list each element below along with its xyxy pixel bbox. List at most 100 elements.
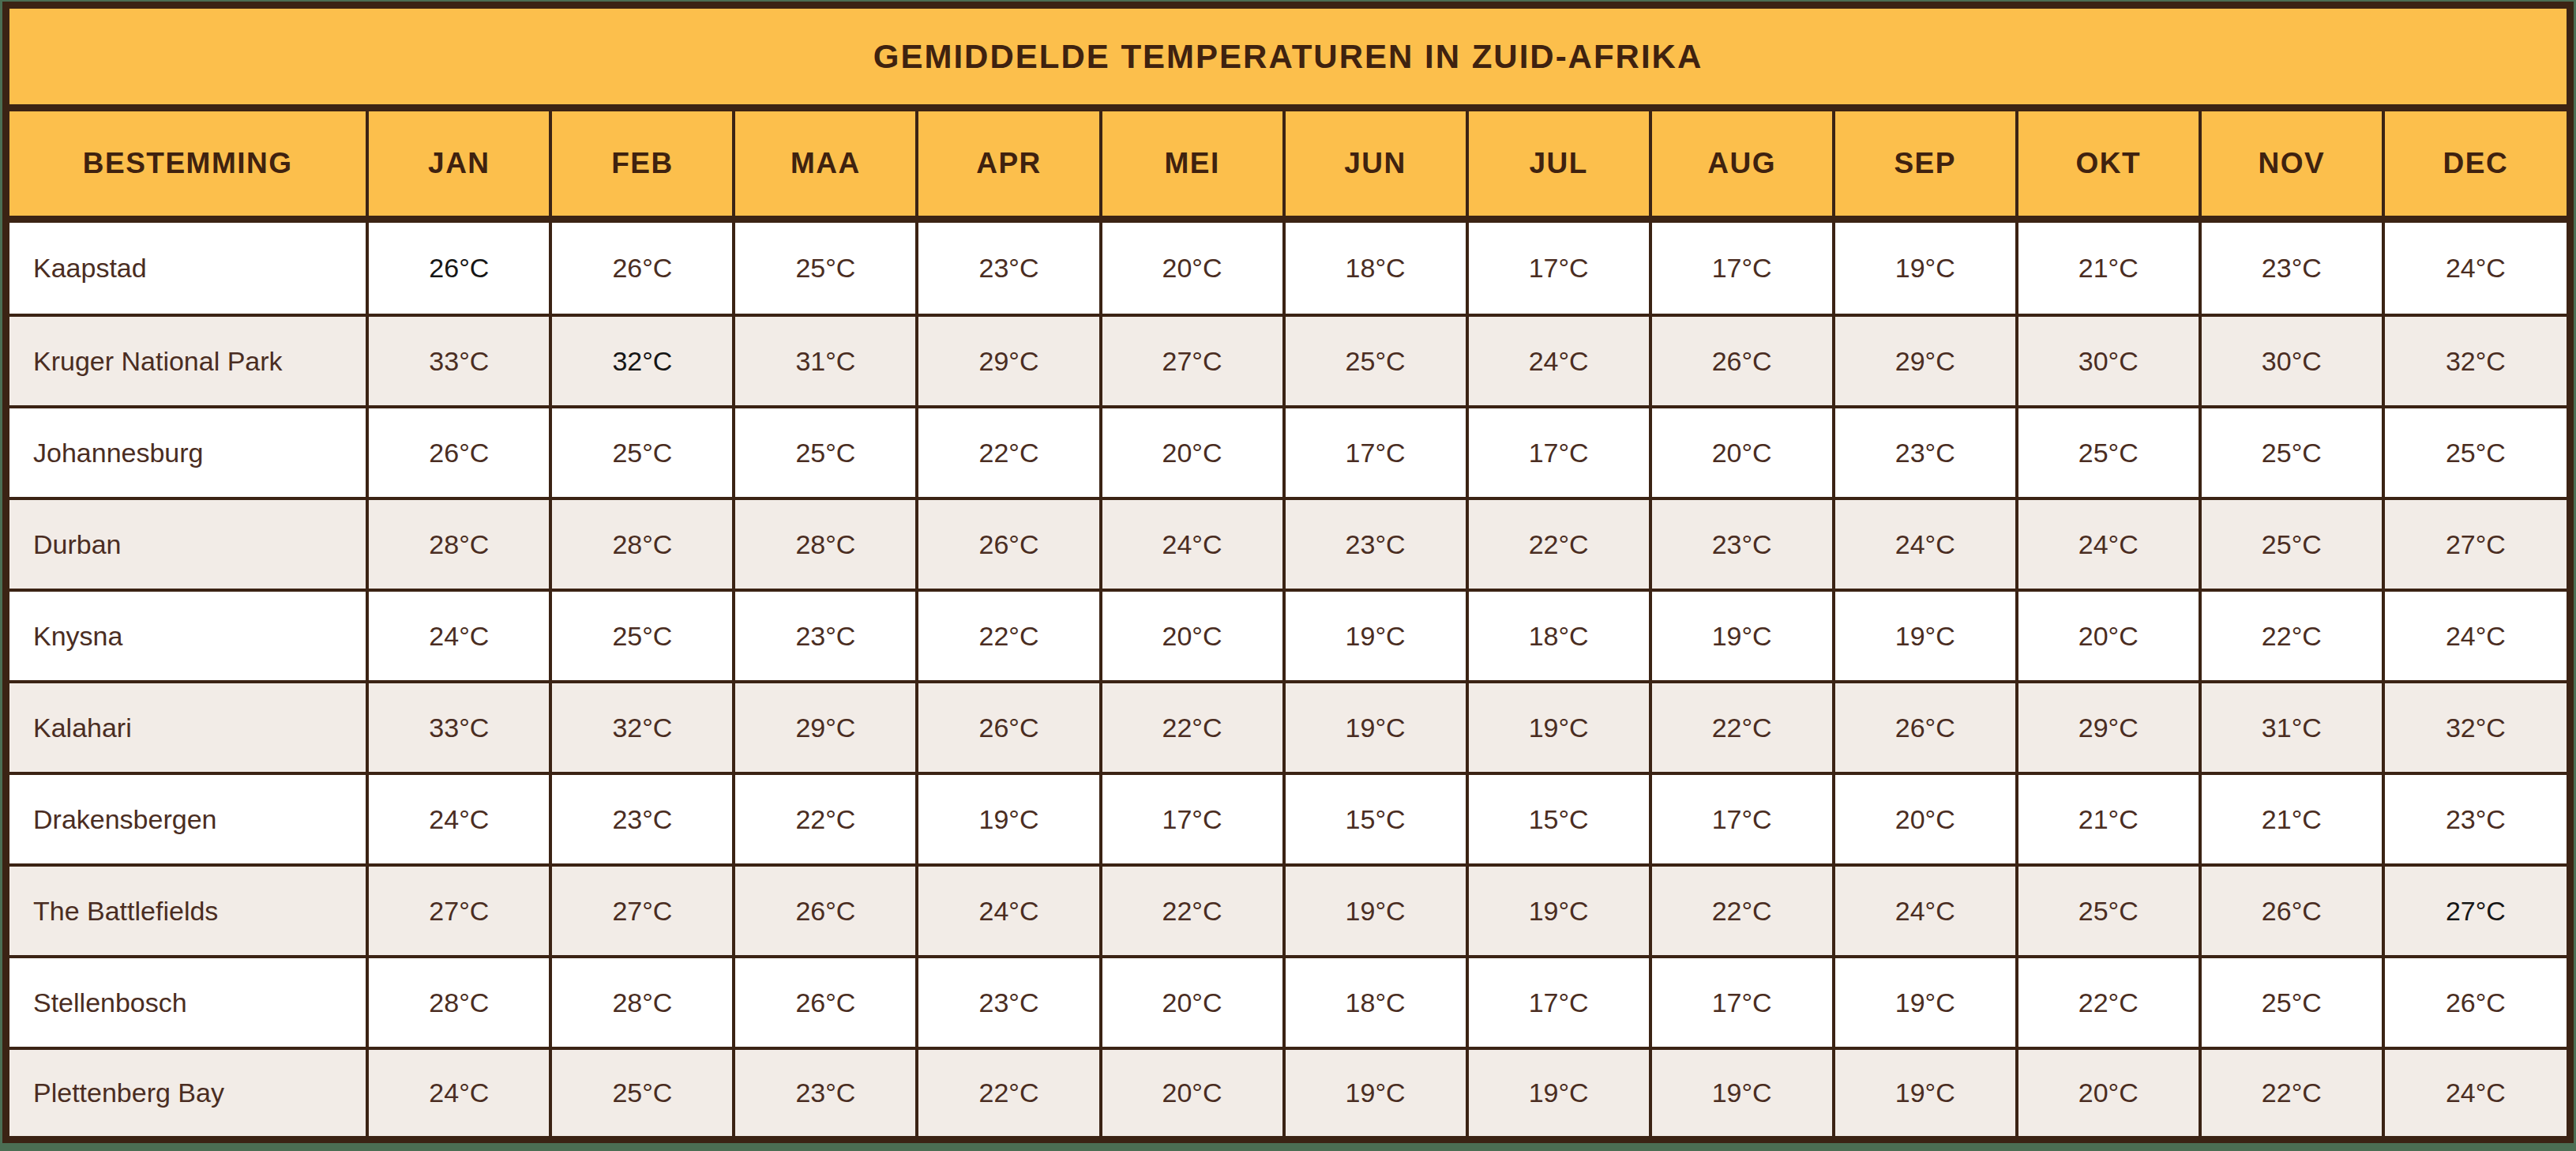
temperature-cell: 17°C (1467, 957, 1650, 1048)
month-header: SEP (1834, 111, 2017, 219)
temperature-cell: 19°C (1834, 957, 2017, 1048)
temperature-cell: 33°C (367, 682, 550, 773)
destination-cell: Kalahari (9, 682, 367, 773)
page: GEMIDDELDE TEMPERATUREN IN ZUID-AFRIKA B… (0, 0, 2576, 1151)
temperature-cell: 23°C (1284, 498, 1467, 590)
month-header: JUL (1467, 111, 1650, 219)
temperature-cell: 22°C (917, 590, 1100, 682)
temperature-cell: 17°C (1650, 957, 1834, 1048)
temperature-cell: 17°C (1650, 219, 1834, 315)
temperature-cell: 26°C (1650, 315, 1834, 407)
temperature-cell: 26°C (367, 219, 550, 315)
table-row: Kaapstad26°C26°C25°C23°C20°C18°C17°C17°C… (9, 219, 2567, 315)
destination-cell: Durban (9, 498, 367, 590)
temperature-cell: 25°C (2200, 407, 2383, 498)
temperature-cell: 26°C (2383, 957, 2567, 1048)
month-header: FEB (550, 111, 734, 219)
temperature-cell: 24°C (367, 590, 550, 682)
temperature-cell: 27°C (1101, 315, 1284, 407)
temperature-cell: 32°C (2383, 682, 2567, 773)
month-header: MAA (734, 111, 917, 219)
temperature-cell: 28°C (734, 498, 917, 590)
temperature-cell: 23°C (734, 590, 917, 682)
temperature-cell: 28°C (550, 498, 734, 590)
temperature-cell: 19°C (1467, 682, 1650, 773)
temperature-cell: 32°C (550, 315, 734, 407)
temperature-cell: 22°C (917, 407, 1100, 498)
temperature-cell: 19°C (1650, 590, 1834, 682)
temperature-cell: 20°C (1650, 407, 1834, 498)
table-row: Plettenberg Bay24°C25°C23°C22°C20°C19°C1… (9, 1048, 2567, 1136)
temperature-cell: 28°C (367, 498, 550, 590)
temperature-cell: 19°C (1834, 219, 2017, 315)
temperature-cell: 25°C (1284, 315, 1467, 407)
temperature-cell: 26°C (367, 407, 550, 498)
temperature-cell: 23°C (917, 957, 1100, 1048)
temperature-cell: 22°C (1650, 865, 1834, 957)
month-header: JUN (1284, 111, 1467, 219)
temperature-cell: 27°C (550, 865, 734, 957)
destination-header: BESTEMMING (9, 111, 367, 219)
destination-cell: Knysna (9, 590, 367, 682)
temperature-cell: 22°C (1650, 682, 1834, 773)
temperature-cell: 17°C (1284, 407, 1467, 498)
destination-cell: Kaapstad (9, 219, 367, 315)
temperature-cell: 18°C (1284, 957, 1467, 1048)
month-header: MEI (1101, 111, 1284, 219)
temperature-cell: 24°C (1101, 498, 1284, 590)
month-header: APR (917, 111, 1100, 219)
temperature-cell: 24°C (1467, 315, 1650, 407)
table-row: Knysna24°C25°C23°C22°C20°C19°C18°C19°C19… (9, 590, 2567, 682)
table-header: BESTEMMING JANFEBMAAAPRMEIJUNJULAUGSEPOK… (9, 111, 2567, 219)
temperature-cell: 27°C (2383, 498, 2567, 590)
temperature-cell: 23°C (2200, 219, 2383, 315)
temperature-cell: 22°C (1101, 865, 1284, 957)
destination-cell: The Battlefields (9, 865, 367, 957)
temperature-cell: 25°C (2200, 498, 2383, 590)
temperature-cell: 20°C (1834, 773, 2017, 865)
temperature-cell: 22°C (2200, 1048, 2383, 1136)
temperature-cell: 25°C (2383, 407, 2567, 498)
temperature-cell: 24°C (1834, 498, 2017, 590)
temperature-cell: 26°C (734, 957, 917, 1048)
temperature-cell: 17°C (1650, 773, 1834, 865)
temperature-cell: 25°C (550, 407, 734, 498)
temperature-cell: 26°C (550, 219, 734, 315)
temperature-cell: 18°C (1467, 590, 1650, 682)
temperature-cell: 20°C (1101, 590, 1284, 682)
table-row: Stellenbosch28°C28°C26°C23°C20°C18°C17°C… (9, 957, 2567, 1048)
temperature-cell: 18°C (1284, 219, 1467, 315)
temperature-cell: 20°C (1101, 219, 1284, 315)
temperature-cell: 17°C (1467, 407, 1650, 498)
month-header: JAN (367, 111, 550, 219)
temperature-cell: 29°C (2017, 682, 2200, 773)
table-row: Drakensbergen24°C23°C22°C19°C17°C15°C15°… (9, 773, 2567, 865)
temperature-cell: 19°C (1467, 1048, 1650, 1136)
month-header: NOV (2200, 111, 2383, 219)
destination-cell: Johannesburg (9, 407, 367, 498)
temperature-cell: 20°C (1101, 957, 1284, 1048)
temperature-cell: 30°C (2200, 315, 2383, 407)
page-title: GEMIDDELDE TEMPERATUREN IN ZUID-AFRIKA (873, 38, 1703, 76)
temperature-cell: 25°C (550, 590, 734, 682)
temperature-cell: 29°C (917, 315, 1100, 407)
temperature-cell: 24°C (917, 865, 1100, 957)
temperature-cell: 15°C (1467, 773, 1650, 865)
temperature-cell: 20°C (2017, 590, 2200, 682)
temperature-cell: 23°C (550, 773, 734, 865)
temperature-cell: 30°C (2017, 315, 2200, 407)
month-header: AUG (1650, 111, 1834, 219)
destination-cell: Plettenberg Bay (9, 1048, 367, 1136)
month-header: DEC (2383, 111, 2567, 219)
temperature-cell: 23°C (917, 219, 1100, 315)
temperature-cell: 23°C (1650, 498, 1834, 590)
table-row: Kalahari33°C32°C29°C26°C22°C19°C19°C22°C… (9, 682, 2567, 773)
temperature-cell: 22°C (917, 1048, 1100, 1136)
temperature-cell: 31°C (2200, 682, 2383, 773)
temperature-cell: 24°C (1834, 865, 2017, 957)
temperature-cell: 19°C (1284, 590, 1467, 682)
temperature-cell: 17°C (1467, 219, 1650, 315)
temperature-cell: 19°C (1284, 682, 1467, 773)
temperature-table: BESTEMMING JANFEBMAAAPRMEIJUNJULAUGSEPOK… (9, 111, 2567, 1136)
temperature-cell: 27°C (367, 865, 550, 957)
